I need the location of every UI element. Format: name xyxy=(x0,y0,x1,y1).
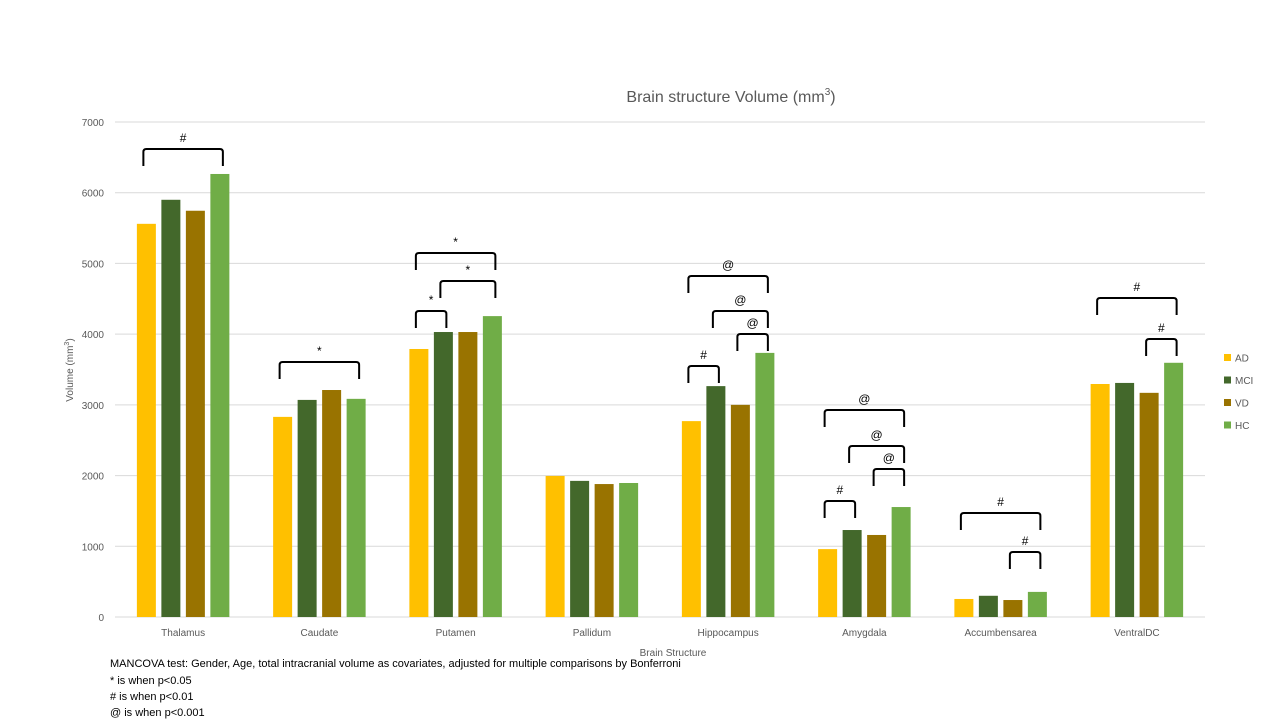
footnote-star: * is when p<0.05 xyxy=(110,675,192,687)
bar-vd xyxy=(185,210,205,617)
x-tick-label: Caudate xyxy=(300,628,338,639)
y-tick-label: 5000 xyxy=(82,259,105,270)
x-tick-label: Accumbensarea xyxy=(964,628,1037,639)
bar-vd xyxy=(1003,600,1023,617)
bar-vd xyxy=(594,484,614,617)
y-tick-label: 4000 xyxy=(82,330,105,341)
bar-mci xyxy=(842,530,862,617)
legend-label: AD xyxy=(1235,354,1249,365)
x-tick-label: Thalamus xyxy=(161,628,205,639)
bar-vd xyxy=(867,534,887,617)
significance-bracket xyxy=(142,148,224,166)
significance-label: * xyxy=(429,293,434,307)
bar-ad xyxy=(545,475,565,617)
bar-hc xyxy=(1027,591,1047,617)
bar-ad xyxy=(818,549,838,617)
significance-bracket xyxy=(1008,551,1042,569)
x-tick-label: Hippocampus xyxy=(698,628,759,639)
bar-hc xyxy=(619,482,639,617)
significance-label: # xyxy=(837,483,844,497)
significance-label: # xyxy=(180,131,187,145)
bar-mci xyxy=(433,332,453,617)
legend-swatch-hc xyxy=(1224,421,1231,429)
significance-bracket xyxy=(848,445,906,463)
bar-mci xyxy=(706,386,726,617)
y-tick-label: 3000 xyxy=(82,401,105,412)
bar-hc xyxy=(346,398,366,617)
legend-label: MCI xyxy=(1235,376,1253,387)
bar-hc xyxy=(1164,362,1184,617)
bar-ad xyxy=(1090,383,1110,617)
significance-label: @ xyxy=(883,451,895,465)
bar-vd xyxy=(1139,392,1159,617)
bar-vd xyxy=(322,390,342,617)
y-tick-label: 2000 xyxy=(82,472,105,483)
significance-label: @ xyxy=(722,258,734,272)
significance-bracket xyxy=(823,500,857,518)
significance-label: * xyxy=(317,344,322,358)
footnote-hash: # is when p<0.01 xyxy=(110,691,194,703)
significance-bracket xyxy=(1096,297,1178,315)
bar-mci xyxy=(1115,382,1135,617)
significance-label: * xyxy=(466,263,471,277)
footnote-at: @ is when p<0.001 xyxy=(110,707,205,719)
significance-bracket xyxy=(711,310,769,328)
significance-label: # xyxy=(997,495,1004,509)
y-tick-label: 1000 xyxy=(82,542,105,553)
x-tick-label: Putamen xyxy=(436,628,476,639)
y-tick-label: 7000 xyxy=(82,118,105,129)
significance-label: # xyxy=(1134,280,1141,294)
significance-label: @ xyxy=(858,392,870,406)
bar-vd xyxy=(730,404,750,617)
bar-hc xyxy=(755,352,775,617)
y-tick-label: 6000 xyxy=(82,189,105,200)
bar-hc xyxy=(210,173,230,617)
legend-swatch-ad xyxy=(1224,354,1231,361)
x-tick-label: VentralDC xyxy=(1114,628,1160,639)
significance-label: @ xyxy=(747,316,759,330)
significance-label: @ xyxy=(734,293,746,307)
significance-label: # xyxy=(700,348,707,362)
legend-label: HC xyxy=(1235,421,1249,432)
bar-ad xyxy=(681,421,701,617)
x-axis-label: Brain Structure xyxy=(640,648,707,659)
chart-title: Brain structure Volume (mm3) xyxy=(626,87,835,106)
significance-bracket xyxy=(439,280,497,298)
significance-bracket xyxy=(823,409,906,427)
significance-bracket xyxy=(278,361,361,379)
significance-bracket xyxy=(687,275,769,293)
legend-swatch-mci xyxy=(1224,376,1231,384)
significance-label: # xyxy=(1158,321,1165,335)
bar-hc xyxy=(891,507,911,617)
significance-bracket xyxy=(872,468,906,486)
significance-bracket xyxy=(414,310,448,328)
legend-swatch-vd xyxy=(1224,399,1231,406)
bar-ad xyxy=(273,416,293,617)
bar-mci xyxy=(978,595,998,617)
x-tick-label: Pallidum xyxy=(573,628,611,639)
significance-label: # xyxy=(1022,534,1029,548)
legend-label: VD xyxy=(1235,399,1249,410)
footnote-mancova: MANCOVA test: Gender, Age, total intracr… xyxy=(110,658,681,670)
significance-bracket xyxy=(736,333,769,351)
bar-mci xyxy=(570,480,590,617)
bar-ad xyxy=(954,598,974,617)
bar-ad xyxy=(409,348,429,617)
bar-vd xyxy=(458,332,478,617)
bar-ad xyxy=(136,223,156,618)
y-tick-label: 0 xyxy=(98,613,104,624)
significance-label: @ xyxy=(871,428,883,442)
bar-mci xyxy=(161,199,181,618)
y-axis-label: Volume (mm3) xyxy=(64,338,76,401)
bar-mci xyxy=(297,399,317,617)
x-tick-label: Amygdala xyxy=(842,628,887,639)
significance-bracket xyxy=(414,252,497,270)
significance-label: * xyxy=(453,235,458,249)
significance-bracket xyxy=(687,365,720,383)
significance-bracket xyxy=(1145,338,1178,356)
bar-hc xyxy=(482,316,502,617)
significance-bracket xyxy=(959,512,1042,530)
